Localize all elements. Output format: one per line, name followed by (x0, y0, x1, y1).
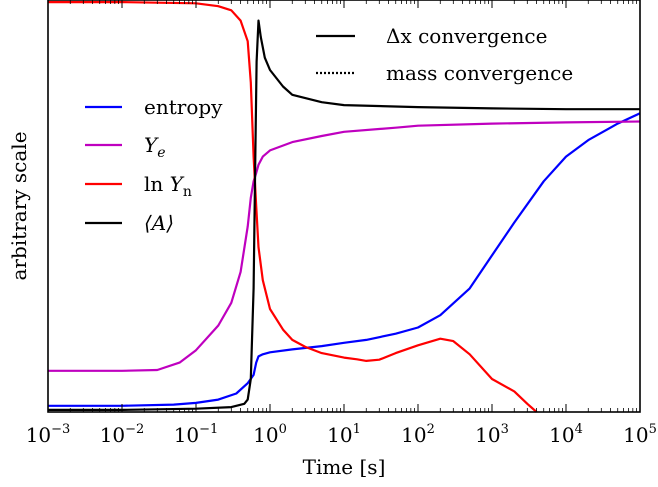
legend-label-1: Ye (144, 133, 166, 161)
tick-label-layer: 10−3 10−2 10−1 100 101 102 103 104 105 (26, 422, 657, 447)
legend-label-2: ln Yn (144, 172, 192, 200)
legend-label-0: entropy (144, 95, 223, 119)
tick-layer (47, 0, 641, 412)
series-layer (48, 1, 641, 413)
x-axis-label: Time [s] (303, 455, 386, 479)
x-tick-label-6: 103 (475, 422, 509, 447)
legend-main: entropy Ye ln Yn ⟨A⟩ (85, 95, 223, 235)
legend-label-3: ⟨A⟩ (144, 211, 174, 235)
legend-style: Δx convergence mass convergence (316, 24, 573, 85)
x-tick-label-0: 10−3 (26, 422, 71, 447)
x-tick-label-7: 104 (549, 422, 583, 447)
x-tick-label-8: 105 (623, 422, 657, 447)
x-tick-label-3: 100 (253, 422, 287, 447)
style-label-1: mass convergence (386, 61, 573, 85)
series-line-3 (48, 19, 640, 411)
x-tick-label-4: 101 (327, 422, 361, 447)
x-tick-label-5: 102 (401, 422, 435, 447)
style-label-0: Δx convergence (386, 24, 547, 48)
x-tick-label-2: 10−1 (174, 422, 219, 447)
x-tick-label-1: 10−2 (100, 422, 145, 447)
series-line-1 (48, 120, 641, 372)
series-line-2 (48, 1, 538, 413)
series-line-0 (48, 112, 641, 407)
y-axis-label: arbitrary scale (7, 131, 31, 280)
